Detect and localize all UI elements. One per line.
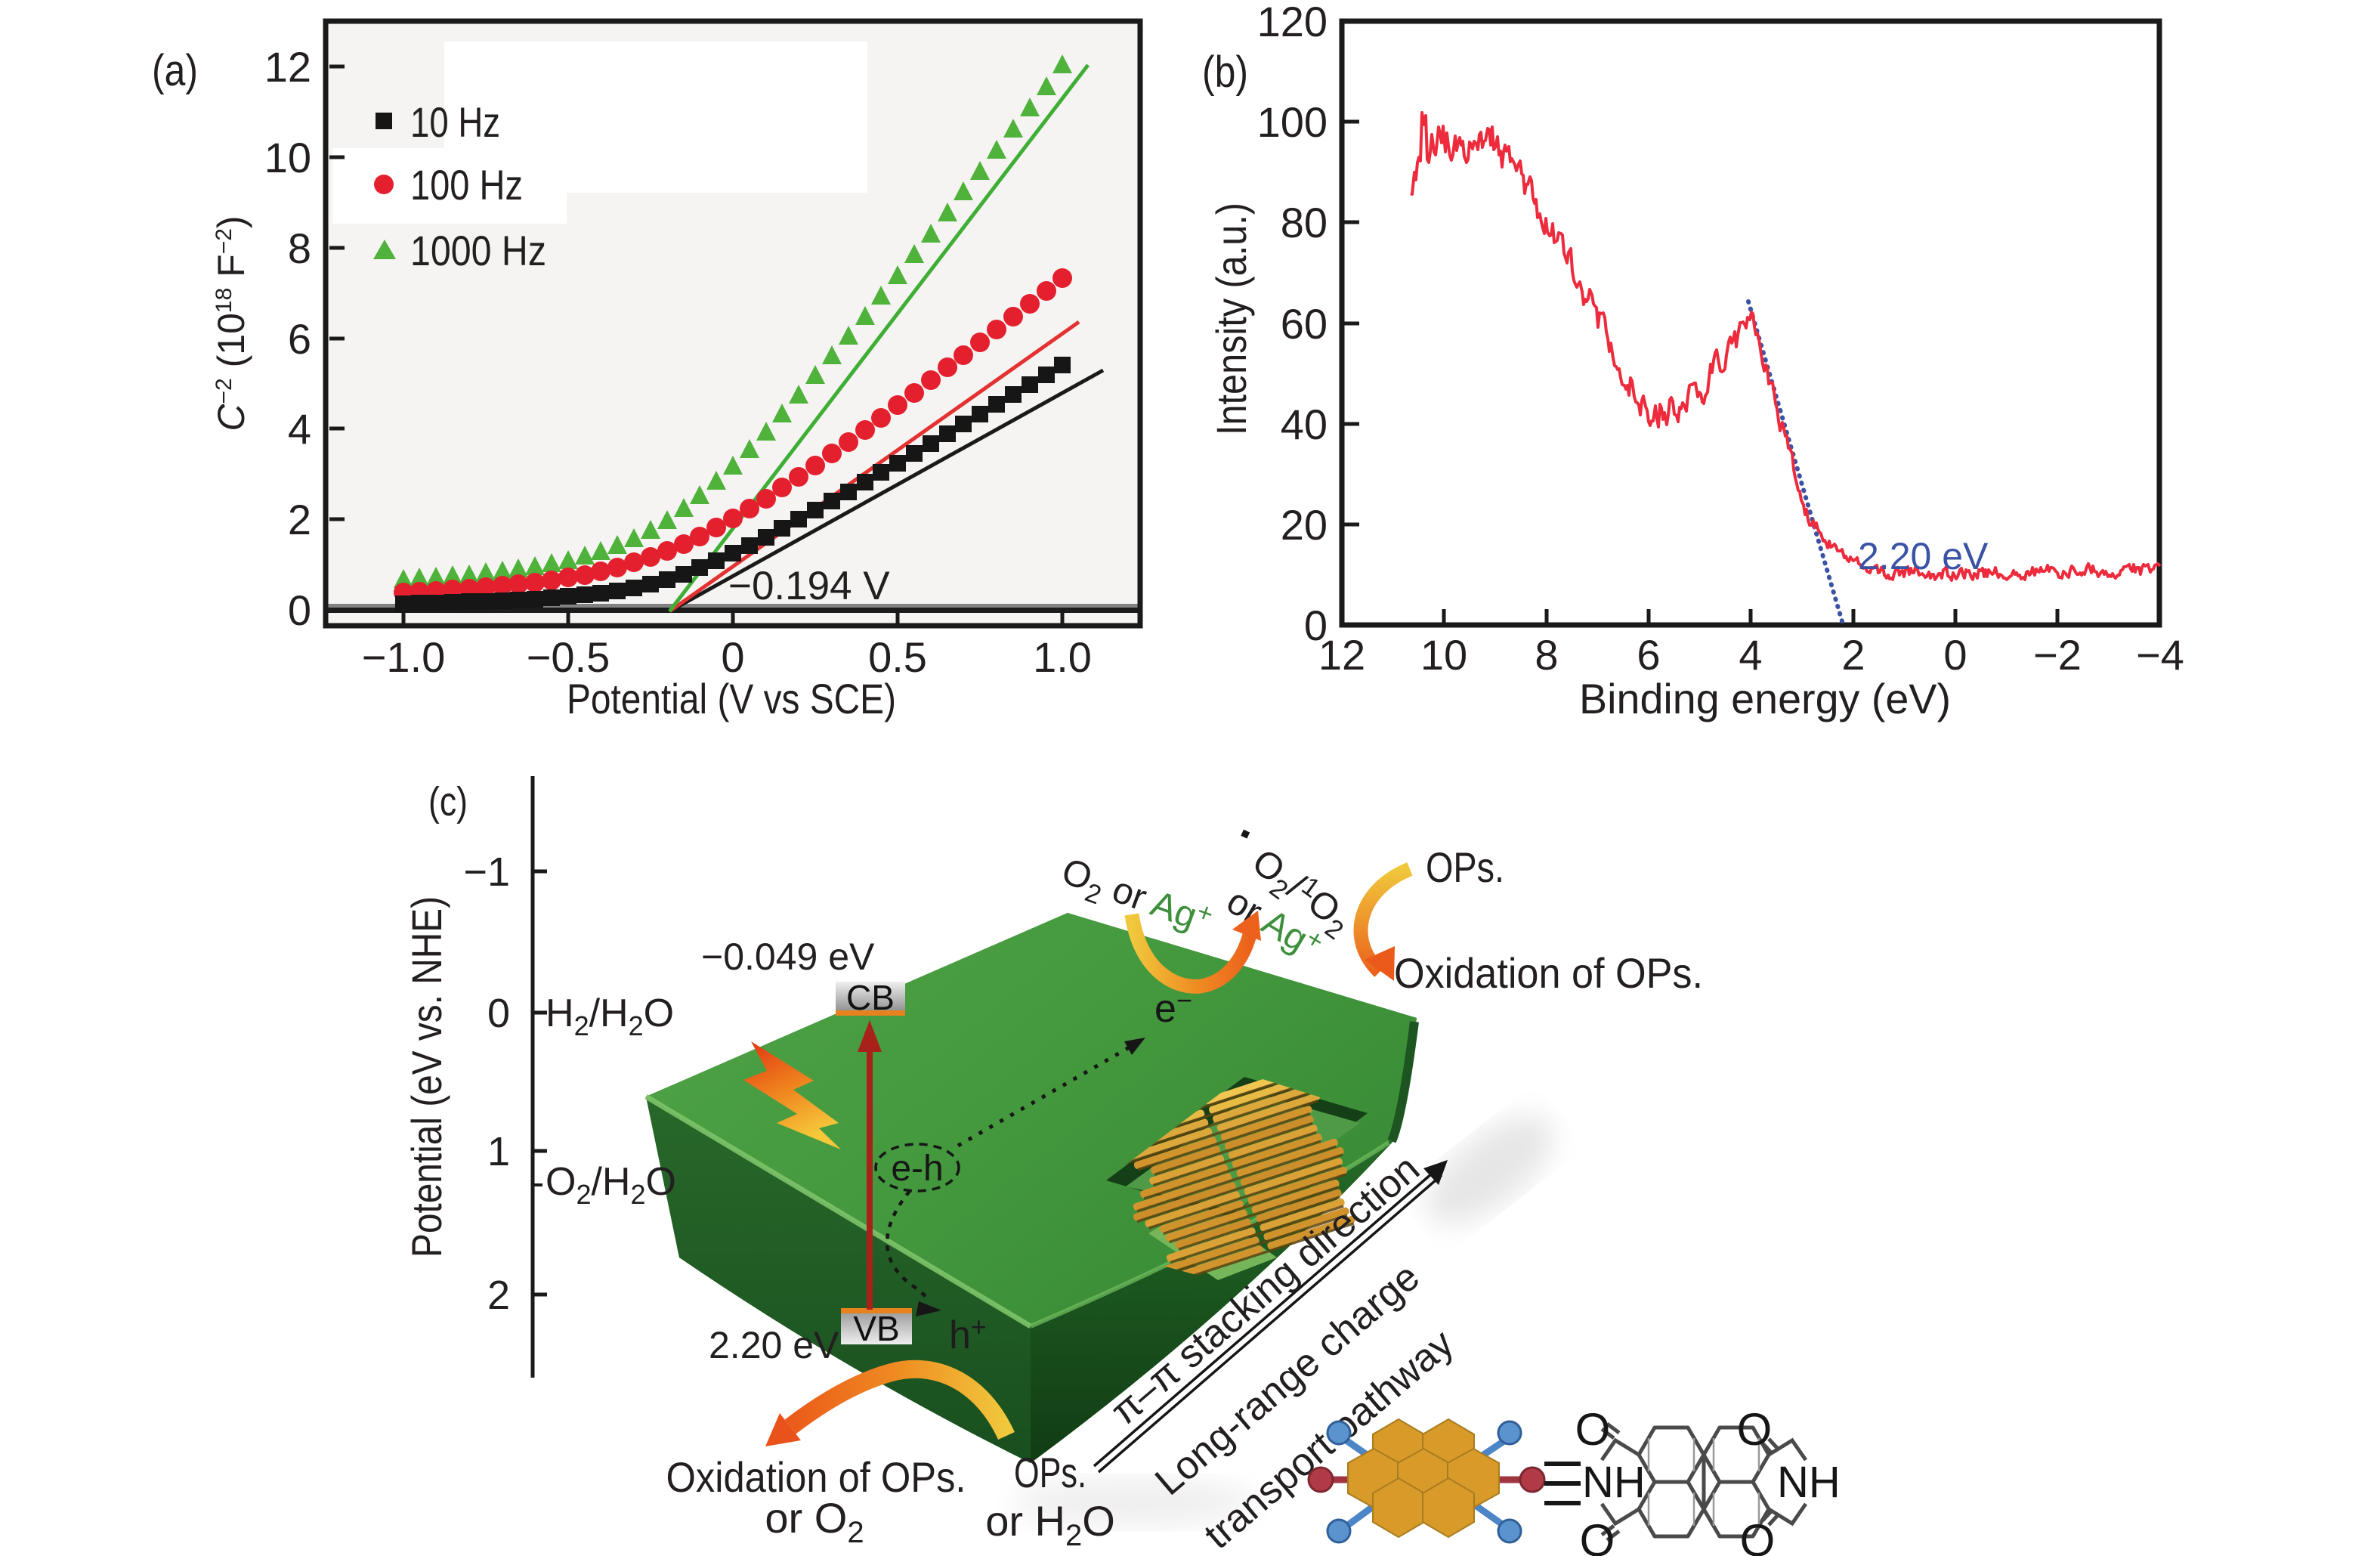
svg-text:OPs.: OPs.	[1014, 1449, 1086, 1496]
svg-text:2.20 eV: 2.20 eV	[709, 1324, 839, 1366]
svg-text:20: 20	[1281, 501, 1328, 549]
svg-text:NH: NH	[1582, 1458, 1646, 1507]
svg-text:OPs.: OPs.	[1426, 843, 1504, 891]
svg-text:60: 60	[1281, 300, 1328, 348]
svg-text:−4: −4	[2136, 631, 2184, 679]
svg-text:40: 40	[1281, 401, 1328, 448]
svg-text:H2/H2O: H2/H2O	[546, 991, 674, 1041]
svg-text:VB: VB	[853, 1309, 899, 1348]
svg-text:NH: NH	[1777, 1458, 1841, 1507]
svg-text:100 Hz: 100 Hz	[410, 161, 523, 209]
svg-text:CB: CB	[846, 978, 895, 1017]
svg-text:O: O	[1740, 1515, 1776, 1556]
svg-text:O: O	[1575, 1404, 1611, 1455]
svg-text:Potential (V vs SCE): Potential (V vs SCE)	[567, 675, 896, 722]
svg-text:e-h: e-h	[891, 1149, 943, 1189]
svg-text:O: O	[1580, 1515, 1615, 1556]
svg-text:0: 0	[487, 991, 510, 1036]
svg-text:12: 12	[264, 43, 311, 91]
svg-text:−1: −1	[463, 849, 510, 895]
svg-text:O: O	[1737, 1404, 1773, 1455]
svg-text:0: 0	[1304, 602, 1328, 649]
svg-text:0: 0	[721, 633, 744, 681]
svg-text:4: 4	[1739, 631, 1762, 679]
svg-text:C−2 (1018 F−2): C−2 (1018 F−2)	[210, 215, 252, 431]
svg-text:8: 8	[1535, 631, 1558, 679]
svg-text:6: 6	[1637, 631, 1660, 679]
svg-text:8: 8	[288, 224, 311, 272]
svg-text:−2: −2	[2033, 631, 2082, 679]
svg-text:1000 Hz: 1000 Hz	[410, 227, 546, 274]
svg-text:−0.049 eV: −0.049 eV	[701, 936, 875, 978]
svg-text:0.5: 0.5	[868, 633, 927, 681]
svg-text:2: 2	[487, 1273, 510, 1318]
svg-text:100: 100	[1257, 98, 1328, 146]
svg-text:10 Hz: 10 Hz	[410, 98, 500, 146]
svg-text:2.20 eV: 2.20 eV	[1858, 535, 1989, 577]
svg-text:1.0: 1.0	[1033, 633, 1092, 681]
svg-text:−0.194 V: −0.194 V	[728, 564, 890, 608]
svg-text:O2/H2O: O2/H2O	[546, 1160, 676, 1210]
svg-text:−0.5: −0.5	[527, 633, 610, 681]
svg-text:(c): (c)	[428, 779, 468, 824]
svg-text:or H2O: or H2O	[985, 1497, 1115, 1552]
svg-text:10: 10	[1420, 631, 1467, 679]
svg-text:2: 2	[1841, 631, 1865, 679]
svg-text:−1.0: −1.0	[362, 633, 446, 681]
svg-text:4: 4	[288, 405, 311, 453]
svg-text:Binding energy (eV): Binding energy (eV)	[1579, 675, 1951, 722]
svg-text:Oxidation of OPs.: Oxidation of OPs.	[1394, 949, 1703, 997]
svg-text:12: 12	[1318, 631, 1365, 679]
svg-text:120: 120	[1257, 0, 1328, 45]
svg-text:10: 10	[264, 134, 311, 181]
svg-text:(b): (b)	[1202, 48, 1248, 97]
svg-text:2: 2	[288, 496, 311, 543]
svg-text:0: 0	[288, 586, 311, 634]
svg-text:6: 6	[288, 315, 311, 363]
svg-text:0: 0	[1943, 631, 1967, 679]
svg-text:1: 1	[487, 1129, 510, 1174]
svg-text:Intensity (a.u.): Intensity (a.u.)	[1207, 203, 1255, 435]
svg-text:(a): (a)	[152, 46, 198, 95]
svg-text:80: 80	[1281, 199, 1328, 246]
svg-text:Potential (eV vs. NHE): Potential (eV vs. NHE)	[403, 896, 450, 1257]
svg-text:Oxidation of OPs.: Oxidation of OPs.	[666, 1453, 966, 1501]
